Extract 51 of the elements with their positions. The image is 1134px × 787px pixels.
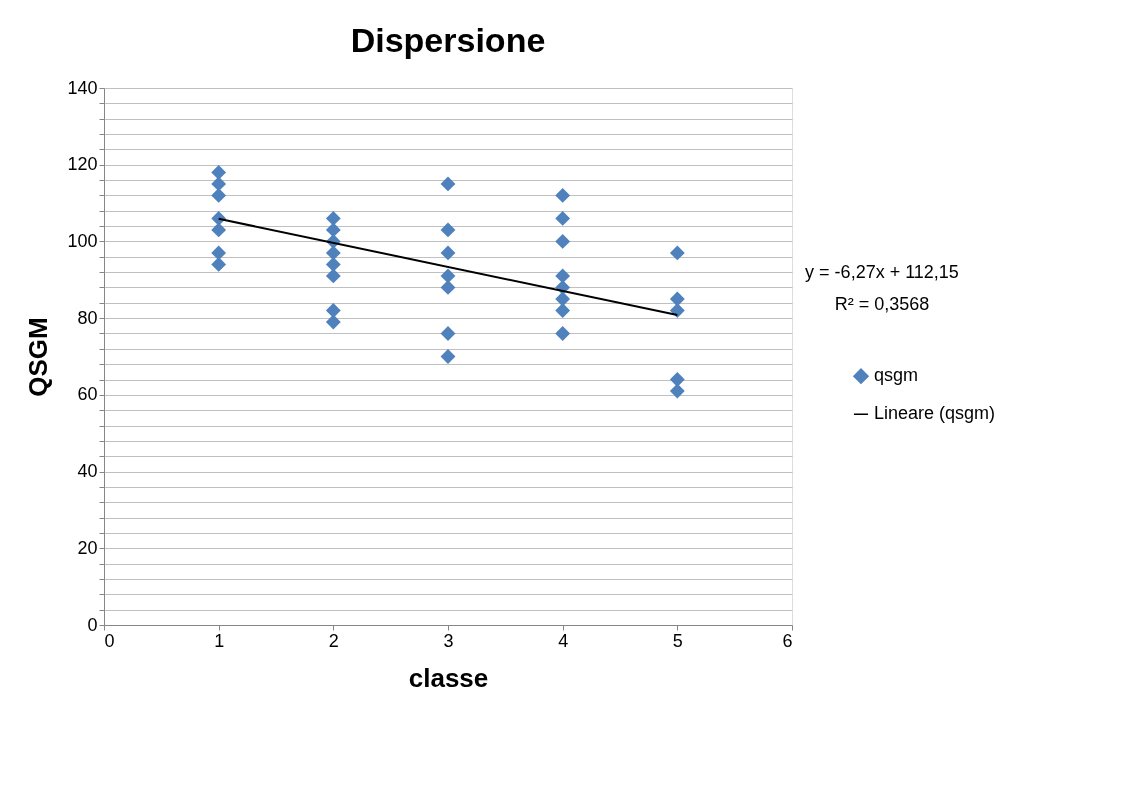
y-tick-label: 120 [67,154,98,175]
point [211,245,227,261]
y-tick-label: 140 [67,77,98,98]
point [669,303,685,318]
point [555,268,571,284]
point [211,222,227,238]
point [669,372,685,387]
point [555,211,571,226]
point [325,211,341,226]
y-tick-label: 20 [77,537,98,558]
x-tick-label: 3 [443,630,454,651]
point [211,176,227,192]
text: y = -6,27x + 112,15 [805,262,959,282]
x-tick-label: 4 [558,630,569,651]
point [555,303,571,318]
y-tick-label: 0 [87,614,98,635]
x-tick-label: 0 [104,630,115,651]
legend-label: qsgm [874,365,919,386]
point [555,234,571,249]
point [440,268,456,284]
point [325,314,341,330]
point [211,257,227,272]
x-tick-label: 2 [328,630,339,651]
y-axis-title: QSGM [23,317,54,397]
point [325,222,341,238]
point [669,291,685,307]
y-tick-label: 100 [67,230,98,251]
point [555,187,571,203]
point [555,326,571,341]
point [440,245,456,261]
point [440,222,456,238]
point [325,245,341,261]
point [211,164,227,180]
point [669,383,685,399]
point [325,268,341,284]
text: R² = 0,3568 [834,294,930,314]
point [555,291,571,307]
point [440,176,456,192]
legend-label: Lineare (qsgm) [874,403,996,424]
x-axis-title: classe [408,662,489,693]
x-tick-label: 1 [214,630,225,651]
y-tick-label: 80 [77,307,98,328]
y-tick-label: 60 [77,384,98,405]
point [325,303,341,318]
chart-title: Dispersione [350,21,546,59]
y-tick-label: 40 [77,461,98,482]
x-tick-label: 5 [672,630,683,651]
point [211,187,227,203]
point [669,245,685,261]
x-tick-label: 6 [782,630,793,651]
point [325,257,341,272]
